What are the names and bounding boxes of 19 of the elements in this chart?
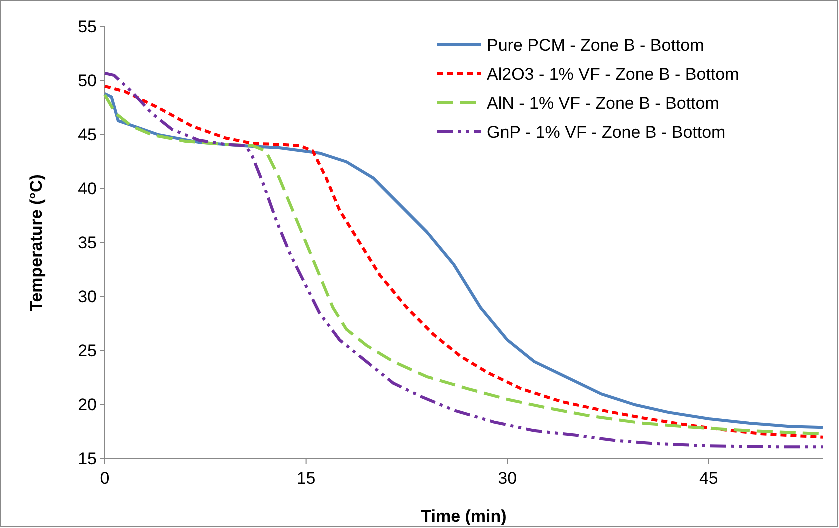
x-tick-label: 30 xyxy=(498,469,518,488)
x-axis-title: Time (min) xyxy=(421,507,507,526)
legend-label: Pure PCM - Zone B - Bottom xyxy=(487,36,704,55)
x-tick-label: 0 xyxy=(100,469,110,488)
y-tick-label: 15 xyxy=(78,449,97,468)
y-tick-label: 50 xyxy=(78,71,97,90)
y-tick-label: 20 xyxy=(78,395,97,414)
x-tick-label: 15 xyxy=(296,469,316,488)
legend-label: Al2O3 - 1% VF - Zone B - Bottom xyxy=(487,64,740,84)
y-tick-label: 40 xyxy=(78,179,97,198)
y-tick-label: 35 xyxy=(78,233,97,252)
y-tick-label: 55 xyxy=(78,17,97,36)
legend-label: AlN - 1% VF - Zone B - Bottom xyxy=(487,94,720,113)
legend-label: GnP - 1% VF - Zone B - Bottom xyxy=(487,122,726,142)
y-tick-label: 25 xyxy=(78,341,97,360)
x-tick-label: 45 xyxy=(699,469,718,488)
y-tick-label: 45 xyxy=(78,125,97,144)
y-axis-title: Temperature (°C) xyxy=(27,174,46,312)
y-tick-label: 30 xyxy=(78,287,97,306)
